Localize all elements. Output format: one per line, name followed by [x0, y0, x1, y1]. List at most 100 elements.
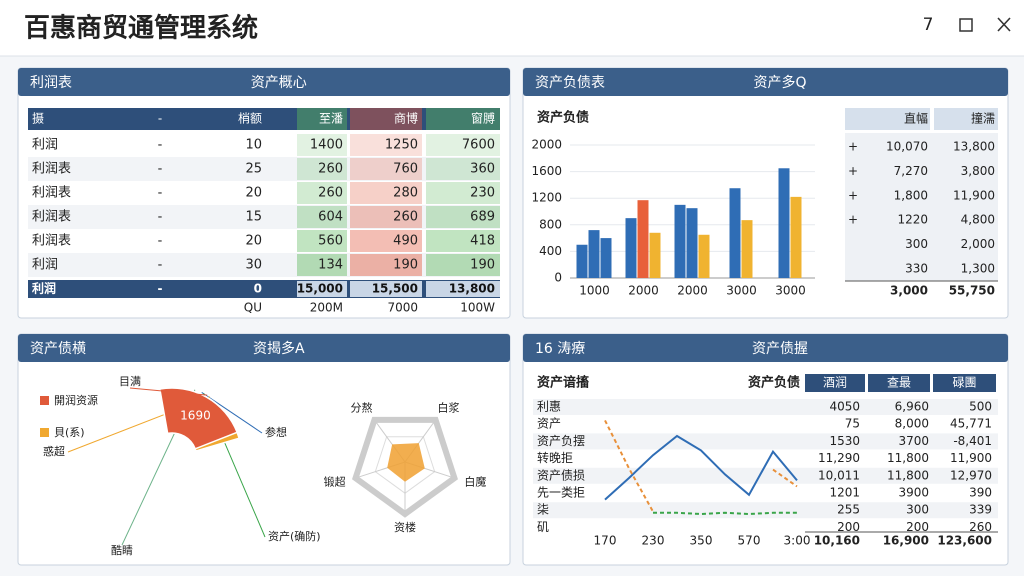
footer-cell: 200M — [310, 301, 343, 315]
slice-value: 1690 — [180, 409, 211, 423]
cell-bg — [350, 158, 422, 180]
row-stripe — [533, 399, 998, 415]
table-cell: 260 — [318, 186, 343, 201]
y-tick-label: 800 — [539, 217, 562, 231]
total-cell: 3,000 — [890, 284, 928, 298]
table-cell: 1400 — [310, 138, 343, 153]
row-label: 利惠 — [537, 400, 561, 414]
table-cell: 255 — [837, 503, 860, 517]
cell-bg — [426, 134, 500, 156]
panel-subtitle: 资产概心 — [251, 75, 307, 91]
table-cell: 3900 — [898, 486, 929, 500]
x-tick-label: 570 — [738, 534, 761, 548]
radar-label: 白魔 — [464, 474, 486, 488]
table-cell: 1,300 — [961, 262, 995, 276]
line-series — [604, 419, 798, 513]
radar-grid — [352, 416, 458, 518]
table-cell: 11,900 — [953, 188, 995, 202]
bar — [741, 220, 753, 278]
total-cell — [426, 281, 500, 297]
table-cell: 3,800 — [961, 164, 995, 178]
cell-bg — [350, 254, 422, 276]
radar-label: 资楼 — [394, 520, 416, 534]
table-cell: 4,800 — [961, 213, 995, 227]
table-cell: 利润表 — [32, 234, 71, 249]
close-button[interactable] — [997, 17, 1011, 32]
column-header: 撞濡 — [971, 111, 995, 126]
table-cell: 20 — [245, 234, 262, 249]
column-header: 碌團 — [952, 376, 976, 390]
table-cell: 689 — [470, 210, 495, 225]
table-cell: 利润表 — [32, 210, 71, 225]
table-cell: - — [158, 162, 163, 177]
slice-label: 资产(确防) — [268, 529, 321, 543]
bar — [637, 200, 649, 278]
table-cell: 190 — [470, 258, 495, 273]
table-cell: 418 — [470, 234, 495, 249]
legend-swatch — [40, 428, 49, 437]
header-cell — [934, 108, 998, 130]
total-cell-text: 13,800 — [449, 282, 495, 296]
bar — [698, 234, 710, 278]
bar — [649, 232, 661, 278]
app-title: 百惠商贸通管理系统 — [24, 13, 258, 44]
column-header: 窗膊 — [471, 112, 495, 126]
row-label: 先一类拒 — [537, 486, 585, 500]
table-cell: 760 — [393, 162, 418, 177]
table-row — [28, 253, 500, 277]
table-cell: - — [158, 210, 163, 225]
bar — [600, 238, 612, 278]
row-marker: + — [848, 140, 858, 154]
panel-header — [523, 68, 1008, 96]
maximize-button[interactable] — [959, 18, 973, 32]
table-cell: 500 — [969, 400, 992, 414]
x-tick-label: 230 — [642, 534, 665, 548]
panel-title: 利润表 — [30, 75, 72, 91]
table-cell: 260 — [393, 210, 418, 225]
table-cell: 30 — [245, 258, 262, 273]
column-header: 梢额 — [238, 111, 262, 126]
panel-title: 16 涛療 — [535, 340, 585, 357]
cell-bg — [297, 230, 347, 252]
table-cell: 200 — [906, 520, 929, 534]
row-stripe — [533, 433, 998, 450]
chart-title: 资产负债 — [537, 110, 589, 126]
panel — [522, 333, 1009, 566]
total-cell-text: 15,000 — [297, 282, 343, 296]
window-control[interactable]: 7 — [923, 15, 934, 35]
header-cell — [297, 108, 347, 130]
legend-swatch — [40, 396, 49, 405]
table-cell: 15 — [245, 210, 262, 225]
x-tick-label: 3000 — [775, 284, 806, 298]
row-marker: + — [848, 213, 858, 227]
total-cell-text: 15,500 — [372, 282, 418, 296]
table-row — [28, 205, 500, 229]
table-cell: - — [158, 186, 163, 201]
table-cell: 11,290 — [818, 451, 860, 465]
column-header: 至潘 — [319, 112, 343, 126]
radar-label: 分熬 — [351, 401, 373, 415]
table-cell: 20 — [245, 186, 262, 201]
table-cell: 8,000 — [895, 417, 929, 431]
cell-bg — [426, 182, 500, 204]
y-tick-label: 1200 — [531, 191, 562, 205]
total-cell-text: - — [158, 282, 163, 296]
column-header: 直幅 — [904, 111, 928, 126]
column-header: 商博 — [394, 111, 418, 126]
bar — [790, 196, 802, 278]
y-tick-label: 2000 — [531, 138, 562, 152]
table-row — [28, 157, 500, 181]
table-header — [28, 108, 500, 130]
row-label: 矶 — [537, 520, 549, 534]
panel-subtitle: 资产多Q — [754, 74, 807, 91]
table-label: 资产谙搐 — [537, 375, 589, 391]
radar-label: 白浆 — [437, 401, 459, 415]
table-cell: 230 — [470, 186, 495, 201]
line-series — [653, 511, 797, 516]
table-cell: 190 — [393, 258, 418, 273]
table-heading: 资产负债 — [748, 375, 800, 391]
table-cell: 25 — [245, 162, 262, 177]
table-cell: - — [158, 258, 163, 273]
pie-slice — [158, 387, 239, 450]
